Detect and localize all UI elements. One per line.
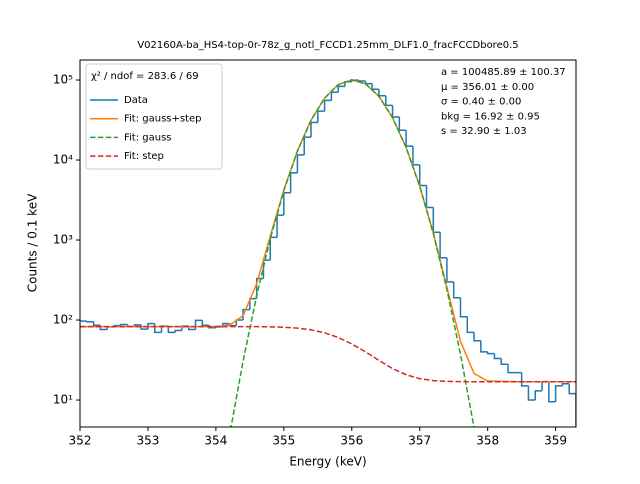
- x-tick-label: 353: [136, 434, 159, 448]
- histogram-step: [432, 207, 441, 234]
- fit-line: [80, 325, 576, 383]
- histogram-step: [548, 381, 556, 403]
- histogram-step: [412, 146, 420, 166]
- histogram-step: [520, 372, 529, 387]
- histogram-step: [153, 323, 162, 334]
- x-tick-label: 354: [204, 434, 227, 448]
- histogram-step: [276, 214, 284, 238]
- histogram-step: [269, 236, 278, 261]
- y-tick-label: 10²: [53, 313, 73, 327]
- histogram-step: [398, 117, 407, 131]
- x-tick-label: 357: [408, 434, 431, 448]
- legend-label: Fit: gauss+step: [124, 114, 202, 125]
- histogram-step: [296, 154, 305, 173]
- histogram-step: [194, 319, 203, 330]
- histogram-step: [167, 326, 176, 334]
- x-axis-label: Energy (keV): [289, 455, 366, 469]
- histogram-step: [303, 136, 312, 155]
- histogram-step: [201, 320, 210, 327]
- histogram-step: [500, 358, 509, 365]
- histogram-step: [323, 99, 332, 112]
- histogram-step: [493, 353, 502, 360]
- histogram-step: [289, 172, 298, 193]
- histogram-step: [337, 85, 345, 93]
- legend-label: Fit: step: [124, 151, 164, 162]
- histogram-step: [120, 323, 128, 326]
- fit-line: [230, 79, 475, 427]
- legend-box: [85, 63, 223, 170]
- x-tick-label: 358: [476, 434, 499, 448]
- histogram-step: [541, 380, 549, 391]
- histogram-step: [527, 385, 536, 401]
- x-tick-label: 359: [544, 434, 567, 448]
- histogram-step: [568, 383, 576, 427]
- histogram-step: [92, 321, 101, 327]
- histogram-step: [486, 351, 495, 355]
- histogram-step: [283, 191, 291, 216]
- histogram-step: [554, 385, 563, 402]
- x-tick-label: 355: [272, 434, 295, 448]
- histogram-step: [452, 281, 461, 299]
- y-tick-label: 10³: [53, 233, 73, 247]
- legend-label: Data: [124, 95, 148, 106]
- histogram-step: [405, 130, 413, 147]
- fit-parameter: s = 32.90 ± 1.03: [441, 126, 527, 137]
- plot-frame: [79, 59, 577, 428]
- x-tick-label: 356: [340, 434, 363, 448]
- y-tick-label: 10¹: [53, 393, 73, 407]
- fit-parameter: bkg = 16.92 ± 0.95: [441, 111, 540, 122]
- legend-label: Fit: gauss: [124, 132, 172, 143]
- histogram-step: [561, 382, 570, 386]
- x-tick-label: 352: [69, 434, 92, 448]
- histogram-step: [235, 319, 244, 326]
- histogram-step: [371, 83, 379, 90]
- histogram-step: [310, 121, 318, 138]
- histogram-step: [174, 329, 182, 333]
- histogram-step: [357, 80, 366, 82]
- y-tick-label: 10⁵: [53, 73, 73, 87]
- y-axis-label: Counts / 0.1 keV: [26, 193, 40, 292]
- histogram-step: [439, 232, 447, 259]
- chart-title: V02160A-ba_HS4-top-0r-78z_g_notl_FCCD1.2…: [137, 40, 518, 51]
- fit-parameter: σ = 0.40 ± 0.00: [441, 97, 521, 108]
- histogram-step: [330, 91, 339, 101]
- plot-area: [80, 79, 576, 427]
- histogram-step: [446, 257, 454, 283]
- histogram-step: [418, 164, 427, 187]
- histogram-step: [317, 110, 325, 123]
- fit-parameter: a = 100485.89 ± 100.37: [441, 67, 566, 78]
- histogram-step: [378, 89, 386, 97]
- histogram-step: [480, 340, 488, 353]
- histogram-step: [364, 80, 373, 85]
- histogram-step: [459, 297, 468, 318]
- histogram-step: [473, 332, 481, 342]
- fit-parameter: μ = 356.01 ± 0.00: [441, 82, 534, 93]
- histogram-step: [425, 185, 434, 209]
- histogram-step: [86, 321, 94, 323]
- histogram-step: [385, 95, 393, 107]
- histogram-step: [507, 364, 515, 374]
- histogram-step: [534, 390, 543, 401]
- histogram-step: [391, 105, 400, 118]
- y-tick-label: 10⁴: [53, 153, 73, 167]
- legend-title: χ² / ndof = 283.6 / 69: [91, 71, 199, 82]
- histogram-step: [466, 316, 475, 334]
